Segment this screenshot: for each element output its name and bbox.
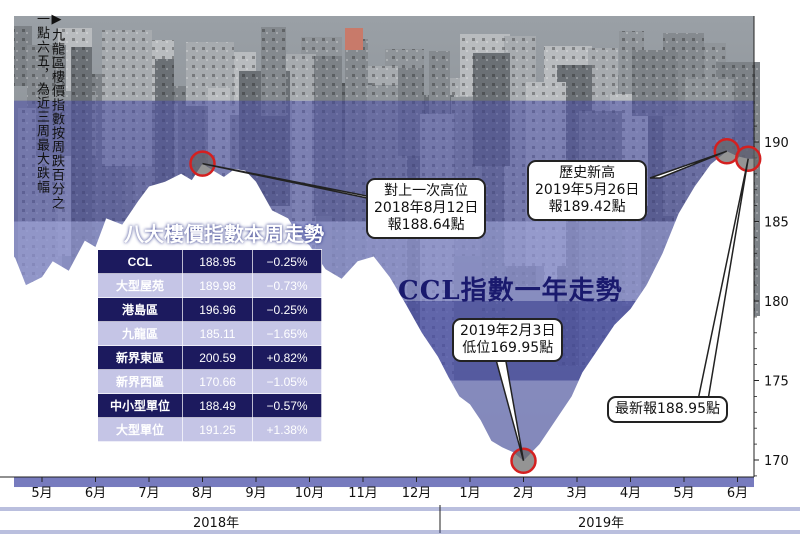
row-name: CCL xyxy=(96,249,184,274)
table-row: 港島區 196.96 −0.25% xyxy=(96,297,322,322)
row-change: −0.73% xyxy=(252,273,322,298)
axes: 170 175 180 185 190 5月 6月 7月 8月 9月 10月 11月 12月 1月 2月 3月… xyxy=(0,16,800,534)
table-row: 中小型單位 188.49 −0.57% xyxy=(96,393,322,418)
x-tick-label: 9月 xyxy=(245,486,266,501)
row-name: 新界東區 xyxy=(96,345,184,370)
x-tick-label: 3月 xyxy=(566,486,587,501)
row-name: 港島區 xyxy=(96,297,184,322)
table-row: 新界東區 200.59 +0.82% xyxy=(96,345,322,370)
credit-line: 大公報記者林惠芳製表 xyxy=(154,463,265,476)
callout-prev-high: 對上一次高位 2018年8月12日 報188.64點 xyxy=(366,178,487,239)
table-row: 九龍區 185.11 −1.65% xyxy=(96,321,322,346)
callout-line: 2018年8月12日 xyxy=(374,200,479,216)
callout-line: 對上一次高位 xyxy=(384,183,469,199)
y-tick-label: 180 xyxy=(764,295,789,310)
year-band xyxy=(0,507,800,511)
callout-low: 2019年2月3日 低位169.95點 xyxy=(452,318,564,362)
callout-line: 報189.42點 xyxy=(548,199,626,215)
y-tick-label: 170 xyxy=(764,454,789,469)
row-value: 189.98 xyxy=(182,273,254,298)
callout-record: 歷史新高 2019年5月26日 報189.42點 xyxy=(527,160,648,221)
row-value: 200.59 xyxy=(182,345,254,370)
row-name: 大型屋苑 xyxy=(96,273,184,298)
row-name: 中小型單位 xyxy=(96,393,184,418)
row-name: 九龍區 xyxy=(96,321,184,346)
callout-line: 歷史新高 xyxy=(559,165,616,181)
callout-latest: 最新報188.95點 xyxy=(607,396,728,423)
table-row: CCL 188.95 −0.25% xyxy=(96,249,322,274)
table-row: 大型單位 191.25 +1.38% xyxy=(96,417,322,442)
row-value: 170.66 xyxy=(182,369,254,394)
row-value: 185.11 xyxy=(182,321,254,346)
x-tick-label: 7月 xyxy=(138,486,159,501)
panel-title: 八大樓價指數本周走勢 xyxy=(124,222,324,246)
x-tick-label: 12月 xyxy=(402,486,432,501)
row-change: −1.65% xyxy=(252,321,322,346)
table-row: 大型屋苑 189.98 −0.73% xyxy=(96,273,322,298)
row-change: −0.25% xyxy=(252,297,322,322)
x-tick-label: 5月 xyxy=(673,486,694,501)
row-value: 191.25 xyxy=(182,417,254,442)
chart-title: CCL指數一年走勢 xyxy=(398,276,623,306)
row-change: +0.82% xyxy=(252,345,322,370)
index-table: CCL 188.95 −0.25% 大型屋苑 189.98 −0.73% 港島區 196.96… xyxy=(96,249,322,442)
x-tick-label: 8月 xyxy=(192,486,213,501)
callout-line: 2019年2月3日 xyxy=(460,323,556,339)
callout-line: 低位169.95點 xyxy=(462,340,554,356)
y-tick-label: 175 xyxy=(764,375,789,390)
year-band xyxy=(0,530,800,534)
row-value: 196.96 xyxy=(182,297,254,322)
row-name: 新界西區 xyxy=(96,369,184,394)
x-tick-label: 2月 xyxy=(513,486,534,501)
x-tick-label: 4月 xyxy=(620,486,641,501)
year-label-2018: 2018年 xyxy=(193,516,240,531)
y-tick-label: 185 xyxy=(764,216,789,231)
side-note: ▶九龍區樓價指數按周跌百分之一點六五，為近三周最大跌幅 xyxy=(34,12,64,210)
row-value: 188.49 xyxy=(182,393,254,418)
building-accent xyxy=(345,28,363,50)
x-tick-label: 1月 xyxy=(459,486,480,501)
x-tick-label: 6月 xyxy=(85,486,106,501)
x-tick-label: 6月 xyxy=(727,486,748,501)
row-change: −0.25% xyxy=(252,249,322,274)
x-tick-label: 10月 xyxy=(295,486,325,501)
x-tick-label: 5月 xyxy=(31,486,52,501)
row-value: 188.95 xyxy=(182,249,254,274)
x-tick-label: 11月 xyxy=(348,486,378,501)
row-change: −0.57% xyxy=(252,393,322,418)
row-change: +1.38% xyxy=(252,417,322,442)
callout-line: 最新報188.95點 xyxy=(615,401,720,417)
row-change: −1.05% xyxy=(252,369,322,394)
row-name: 大型單位 xyxy=(96,417,184,442)
callout-line: 報188.64點 xyxy=(387,217,465,233)
callout-line: 2019年5月26日 xyxy=(535,182,640,198)
table-row: 新界西區 170.66 −1.05% xyxy=(96,369,322,394)
year-label-2019: 2019年 xyxy=(578,516,625,531)
y-tick-label: 190 xyxy=(764,136,789,151)
callout-pointer xyxy=(649,150,728,179)
